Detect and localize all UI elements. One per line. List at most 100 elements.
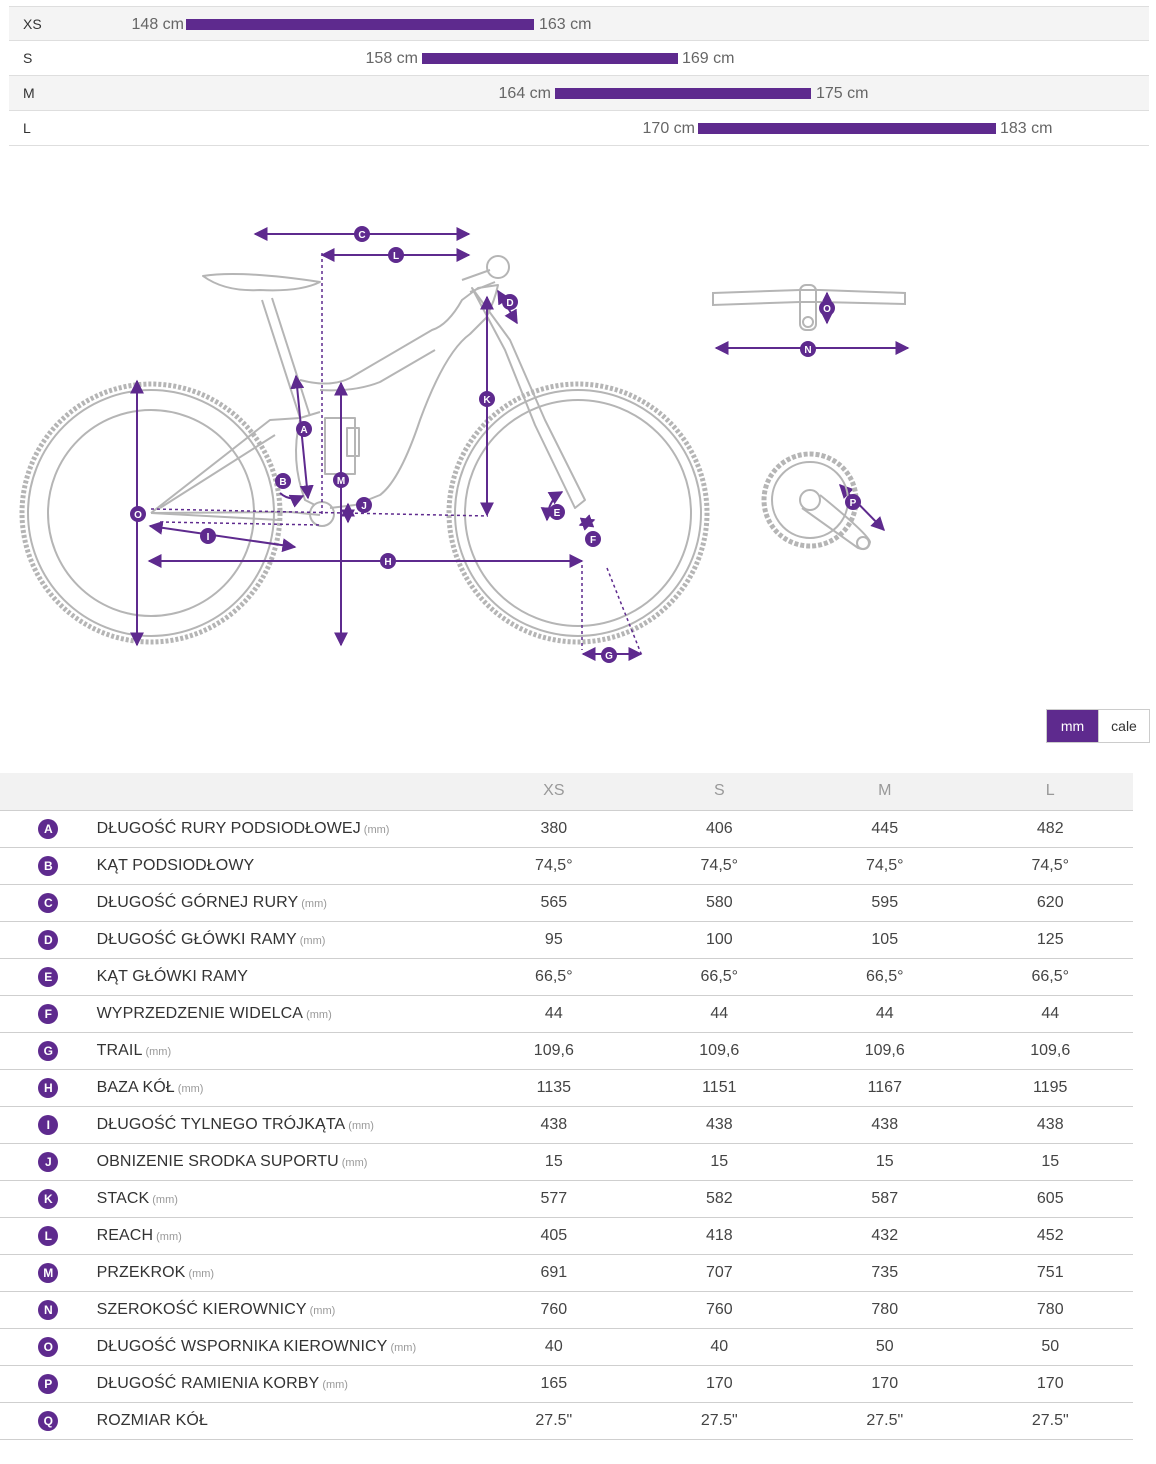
measurement-letter-badge: L <box>38 1225 59 1246</box>
measurement-value: 27.5" <box>636 1402 803 1440</box>
dimension-letter-markers: C L D K A B M J E F O I H G O N P <box>130 226 861 663</box>
size-label: S <box>23 50 33 66</box>
measurement-value: 406 <box>636 810 803 848</box>
marker-c: C <box>354 226 370 242</box>
letter-cell: E <box>0 958 97 996</box>
letter-cell: M <box>0 1254 97 1292</box>
svg-text:H: H <box>384 557 391 568</box>
measurement-name-cell: DŁUGOŚĆ GÓRNEJ RURY (mm) <box>96 884 472 922</box>
measurement-name-cell: WYPRZEDZENIE WIDELCA (mm) <box>96 995 472 1033</box>
measurement-value: 707 <box>636 1254 803 1292</box>
measurement-value: 66,5° <box>967 958 1133 996</box>
marker-g: G <box>601 647 617 663</box>
measurement-unit: (mm) <box>348 1119 374 1132</box>
measurement-letter-badge: N <box>38 1299 59 1320</box>
measurement-value: 109,6 <box>967 1032 1133 1070</box>
measurement-value: 44 <box>967 995 1133 1033</box>
header-size-xs: XS <box>471 773 637 811</box>
size-label: M <box>23 85 35 101</box>
letter-cell: D <box>0 921 97 959</box>
measurement-name-cell: STACK (mm) <box>96 1180 472 1218</box>
header-blank <box>0 773 97 811</box>
measurement-letter-badge: E <box>38 966 59 987</box>
measurement-letter-badge: D <box>38 929 59 950</box>
measurement-unit: (mm) <box>341 1156 368 1169</box>
svg-text:L: L <box>393 251 399 262</box>
front-wheel-drawing <box>446 381 710 645</box>
measurement-value: 27.5" <box>967 1402 1133 1440</box>
marker-j: J <box>356 497 372 513</box>
unit-mm-button[interactable]: mm <box>1047 710 1098 742</box>
measurement-value: 438 <box>802 1106 968 1144</box>
marker-e: E <box>549 504 565 520</box>
measurement-unit: (mm) <box>363 823 390 836</box>
table-row: C DŁUGOŚĆ GÓRNEJ RURY (mm) 565 580 595 620 <box>0 884 1133 922</box>
size-row-m: 164 cm M 175 cm <box>9 76 1149 111</box>
measurement-letter-badge: I <box>38 1114 59 1135</box>
letter-cell: C <box>0 884 97 922</box>
size-row-l: L 170 cm 183 cm <box>9 111 1149 146</box>
measurement-name: WYPRZEDZENIE WIDELCA <box>96 1004 304 1022</box>
header-size-s: S <box>636 773 803 811</box>
table-row: F WYPRZEDZENIE WIDELCA (mm) 44 44 44 44 <box>0 995 1133 1033</box>
size-row-s: S 158 cm 169 cm <box>9 41 1149 76</box>
measurement-value: 380 <box>471 810 637 848</box>
measurement-name-cell: TRAIL (mm) <box>96 1032 472 1070</box>
size-label: L <box>23 120 31 136</box>
measurement-name-cell: SZEROKOŚĆ KIEROWNICY (mm) <box>96 1291 472 1329</box>
measurement-name: BAZA KÓŁ <box>96 1078 175 1096</box>
marker-b: B <box>275 473 291 489</box>
size-label: XS <box>23 16 42 32</box>
measurement-value: 165 <box>471 1365 637 1403</box>
measurement-unit: (mm) <box>306 1008 332 1021</box>
measurement-letter-badge: H <box>38 1077 59 1098</box>
measurement-letter-badge: F <box>38 1003 59 1024</box>
svg-text:O: O <box>134 510 142 521</box>
bike-geometry-diagram: C L D K A B M J E F O I H G O N P <box>19 226 910 663</box>
measurement-value: 445 <box>802 810 968 848</box>
letter-cell: I <box>0 1106 97 1144</box>
measurement-value: 1135 <box>471 1069 637 1107</box>
table-row: B KĄT PODSIODŁOWY 74,5° 74,5° 74,5° 74,5° <box>0 847 1133 885</box>
measurement-value: 109,6 <box>636 1032 803 1070</box>
measurement-value: 15 <box>471 1143 637 1181</box>
table-row: I DŁUGOŚĆ TYLNEGO TRÓJKĄTA (mm) 438 438 438 43… <box>0 1106 1133 1144</box>
unit-inches-button[interactable]: cale <box>1098 710 1149 742</box>
measurement-name-cell: KĄT PODSIODŁOWY <box>96 847 472 885</box>
height-max: 169 cm <box>682 50 735 67</box>
letter-cell: F <box>0 995 97 1033</box>
measurement-value: 27.5" <box>802 1402 968 1440</box>
measurement-letter-badge: K <box>38 1188 59 1209</box>
measurement-value: 109,6 <box>802 1032 968 1070</box>
svg-text:F: F <box>590 535 596 546</box>
measurement-letter-badge: J <box>38 1151 59 1172</box>
height-min: 148 cm <box>131 16 184 33</box>
letter-cell: L <box>0 1217 97 1255</box>
header-blank <box>96 773 472 811</box>
measurement-value: 620 <box>967 884 1133 922</box>
measurement-name-cell: DŁUGOŚĆ RURY PODSIODŁOWEJ (mm) <box>96 810 472 848</box>
height-min: 158 cm <box>365 50 418 67</box>
measurement-value: 1151 <box>636 1069 803 1107</box>
measurement-letter-badge: P <box>38 1373 59 1394</box>
handlebar-drawing <box>712 284 906 331</box>
measurement-value: 40 <box>636 1328 803 1366</box>
measurement-letter-badge: C <box>38 892 59 913</box>
measurement-name: DŁUGOŚĆ TYLNEGO TRÓJKĄTA <box>96 1115 346 1133</box>
measurement-value: 760 <box>471 1291 637 1329</box>
measurement-name-cell: DŁUGOŚĆ TYLNEGO TRÓJKĄTA (mm) <box>96 1106 472 1144</box>
measurement-value: 170 <box>636 1365 803 1403</box>
measurement-value: 438 <box>967 1106 1133 1144</box>
marker-l: L <box>388 247 404 263</box>
measurement-name: KĄT PODSIODŁOWY <box>96 856 255 874</box>
measurement-value: 760 <box>636 1291 803 1329</box>
height-range-bar <box>698 123 996 134</box>
measurement-unit: (mm) <box>322 1378 348 1391</box>
measurement-name-cell: OBNIZENIE SRODKA SUPORTU (mm) <box>96 1143 472 1181</box>
measurement-value: 15 <box>967 1143 1133 1181</box>
letter-cell: O <box>0 1328 97 1366</box>
rider-height-size-chart: XS 148 cm 163 cm S 158 cm 169 cm 164 cm … <box>9 6 1149 146</box>
measurement-name: ROZMIAR KÓŁ <box>96 1411 208 1429</box>
svg-text:I: I <box>207 532 210 543</box>
svg-text:G: G <box>605 651 613 662</box>
